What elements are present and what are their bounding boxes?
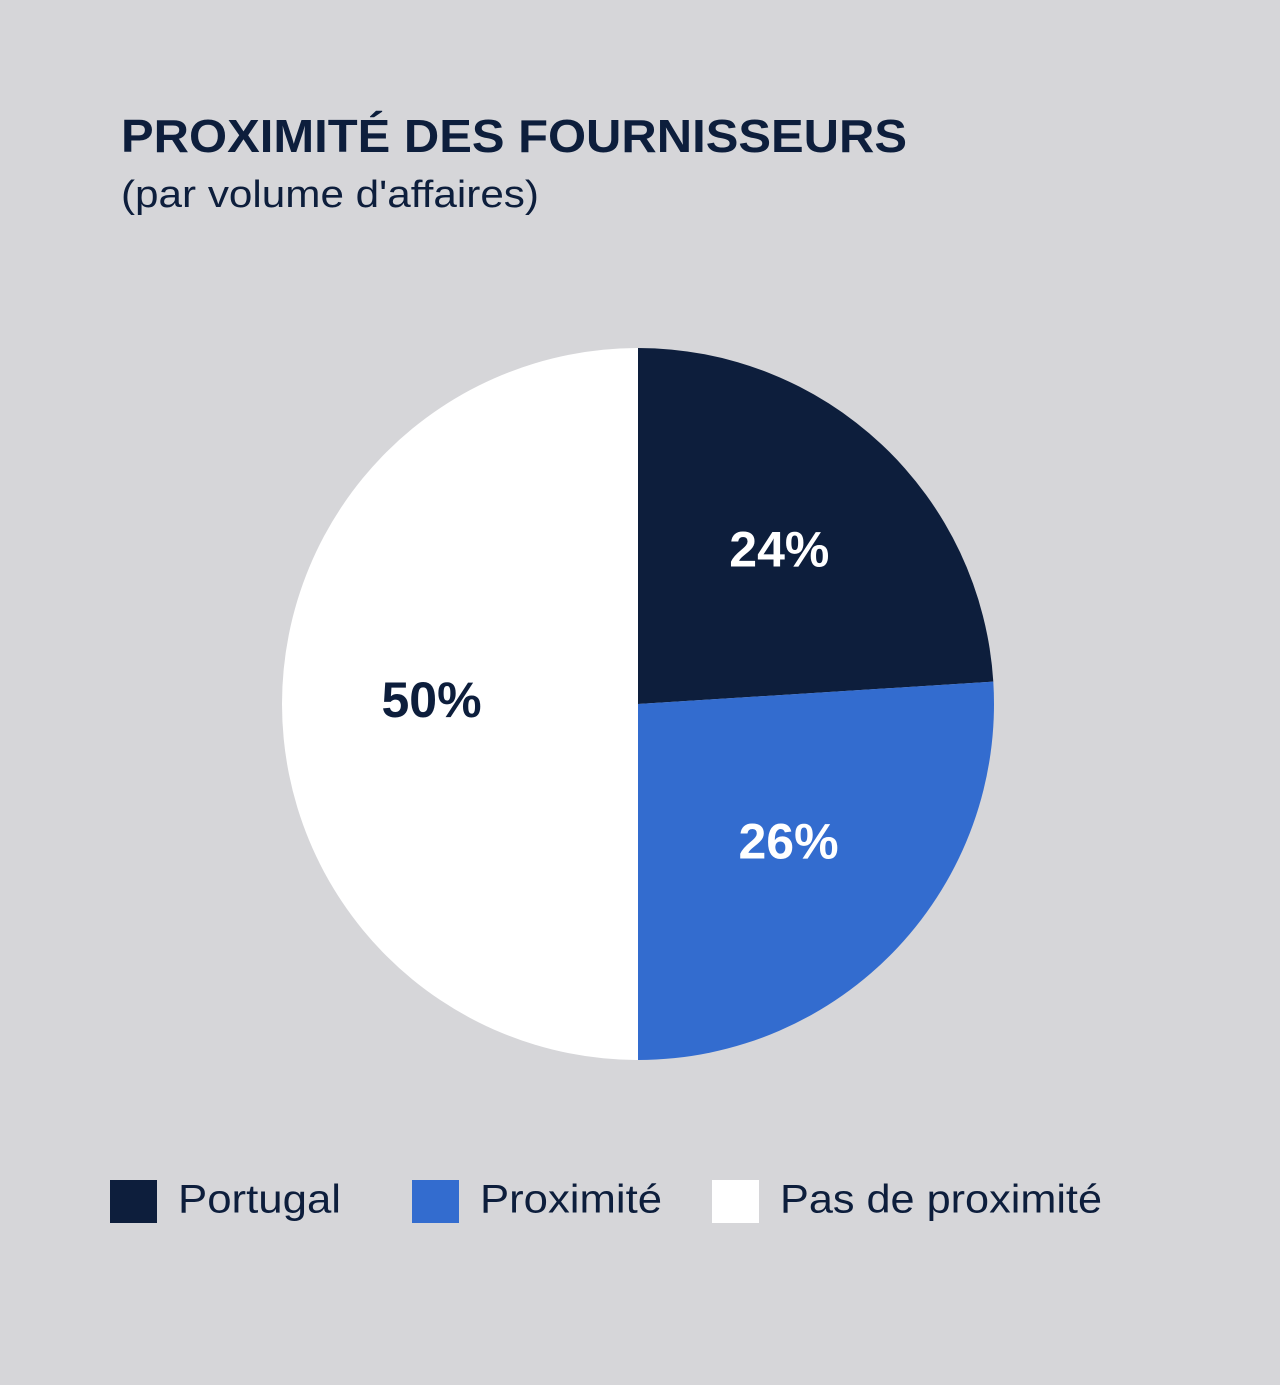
- value-label: 26%: [738, 814, 838, 870]
- pie-slice: [638, 681, 994, 1060]
- legend-text: Proximité: [480, 1178, 662, 1222]
- value-label: 24%: [729, 522, 829, 578]
- value-label: 50%: [381, 672, 481, 728]
- legend-swatch: [712, 1180, 759, 1223]
- legend-text: Pas de proximité: [780, 1178, 1102, 1222]
- legend-text: Portugal: [178, 1178, 341, 1222]
- pie-slice: [638, 348, 994, 704]
- legend-swatch: [110, 1180, 157, 1223]
- legend-swatch: [412, 1180, 459, 1223]
- pie-slice: [282, 348, 638, 1060]
- chart-subtitle: (par volume d'affaires): [121, 174, 539, 216]
- chart-title: PROXIMITÉ DES FOURNISSEURS: [121, 110, 907, 162]
